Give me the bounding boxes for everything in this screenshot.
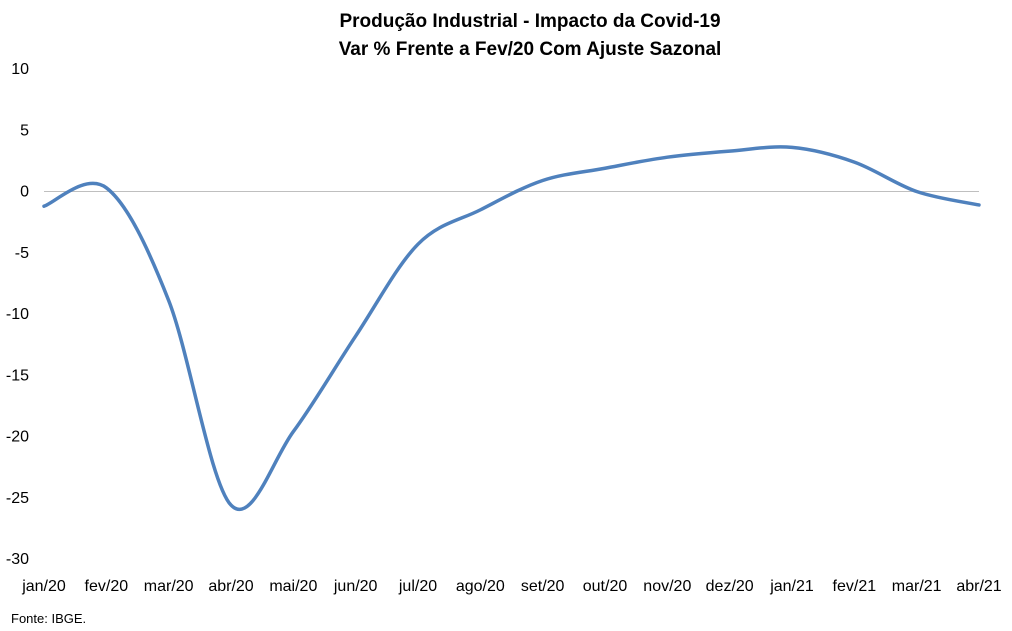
chart-title: Produção Industrial - Impacto da Covid-1… [339,11,720,32]
y-tick-label: -5 [15,245,29,262]
x-tick-label: mar/20 [144,578,194,595]
series-line [42,145,981,511]
x-tick-label: mai/20 [269,578,317,595]
x-tick-label: ago/20 [456,578,505,595]
y-tick-label: -25 [6,490,29,507]
x-tick-label: mar/21 [892,578,942,595]
source-note: Fonte: IBGE. [11,611,87,626]
x-tick-label: jun/20 [333,578,378,595]
x-tick-label: set/20 [521,578,565,595]
x-tick-label: out/20 [583,578,628,595]
x-tick-label: jan/21 [769,578,814,595]
y-tick-label: -10 [6,306,29,323]
x-tick-label: dez/20 [706,578,754,595]
y-tick-label: 10 [11,61,29,78]
x-axis-ticks: jan/20 fev/20 mar/20 abr/20 mai/20 jun/20 jul/… [21,578,1002,595]
x-tick-label: fev/20 [85,578,129,595]
y-tick-label: -30 [6,551,29,568]
x-tick-label: nov/20 [643,578,691,595]
x-tick-label: abr/20 [208,578,253,595]
y-axis-ticks: 10 5 0 -5 -10 -15 -20 -25 -30 [6,61,29,568]
chart-subtitle: Var % Frente a Fev/20 Com Ajuste Sazonal [339,39,722,60]
y-tick-label: -15 [6,367,29,384]
y-tick-label: -20 [6,429,29,446]
y-tick-label: 0 [20,184,29,201]
x-tick-label: jan/20 [21,578,66,595]
x-tick-label: jul/20 [398,578,437,595]
x-tick-label: fev/21 [833,578,877,595]
y-tick-label: 5 [20,122,29,139]
x-tick-label: abr/21 [956,578,1001,595]
